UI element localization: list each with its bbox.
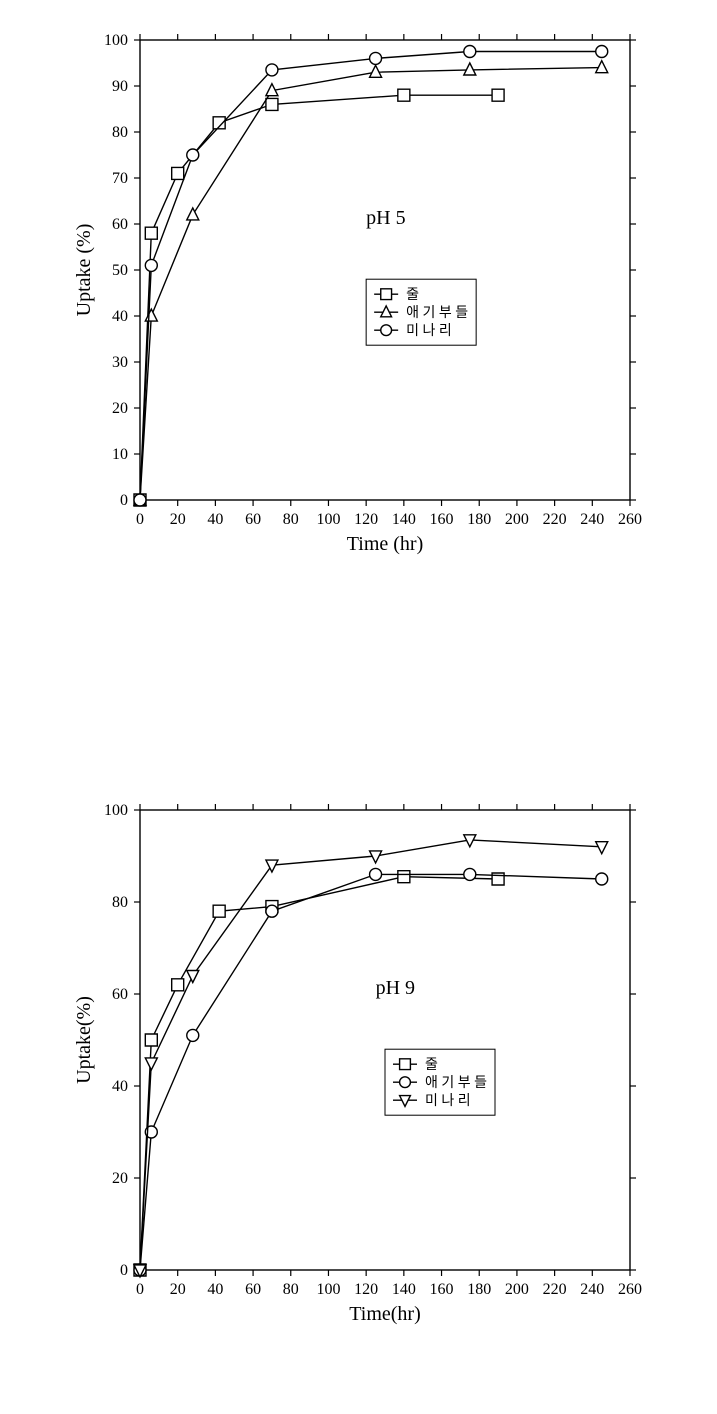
x-tick-label: 180 xyxy=(467,1281,491,1298)
x-tick-label: 100 xyxy=(316,511,340,528)
y-tick-label: 50 xyxy=(112,262,128,279)
x-tick-label: 140 xyxy=(392,511,416,528)
legend-label: 미 나 리 xyxy=(425,1093,471,1109)
x-tick-label: 240 xyxy=(580,511,604,528)
x-tick-label: 220 xyxy=(543,511,567,528)
y-tick-label: 70 xyxy=(112,170,128,187)
x-tick-label: 220 xyxy=(543,1281,567,1298)
chart-title: pH 9 xyxy=(376,977,415,999)
x-tick-label: 40 xyxy=(207,1281,223,1298)
x-tick-label: 200 xyxy=(505,511,529,528)
y-tick-label: 100 xyxy=(104,32,128,49)
x-tick-label: 260 xyxy=(618,511,642,528)
y-tick-label: 0 xyxy=(120,492,128,509)
legend-label: 미 나 리 xyxy=(406,323,452,339)
legend-label: 줄 xyxy=(406,288,419,303)
x-tick-label: 260 xyxy=(618,1281,642,1298)
x-tick-label: 240 xyxy=(580,1281,604,1298)
y-tick-label: 60 xyxy=(112,216,128,233)
y-tick-label: 0 xyxy=(120,1262,128,1279)
y-tick-label: 90 xyxy=(112,78,128,95)
x-tick-label: 100 xyxy=(316,1281,340,1298)
y-tick-label: 100 xyxy=(104,802,128,819)
y-tick-label: 20 xyxy=(112,1170,128,1187)
y-tick-label: 80 xyxy=(112,124,128,141)
page-root: 0204060801001201401601802002202402600102… xyxy=(0,0,717,1414)
x-tick-label: 20 xyxy=(170,1281,186,1298)
x-tick-label: 20 xyxy=(170,511,186,528)
y-tick-label: 10 xyxy=(112,446,128,463)
chart-title: pH 5 xyxy=(366,207,405,229)
x-tick-label: 0 xyxy=(136,1281,144,1298)
y-tick-label: 40 xyxy=(112,308,128,325)
y-axis-label: Uptake(%) xyxy=(73,996,95,1084)
chart-ph5: 0 20 40 60 80 100 120 140 160 180 200 220 240 260 0 10 2… xyxy=(60,20,660,580)
x-tick-label: 120 xyxy=(354,511,378,528)
x-tick-label: 140 xyxy=(392,1281,416,1298)
x-tick-label: 160 xyxy=(430,511,454,528)
x-tick-label: 60 xyxy=(245,511,261,528)
x-tick-label: 0 xyxy=(136,511,144,528)
x-tick-label: 60 xyxy=(245,1281,261,1298)
y-tick-label: 20 xyxy=(112,400,128,417)
x-axis-label: Time (hr) xyxy=(347,533,423,555)
x-tick-label: 40 xyxy=(207,511,223,528)
y-axis-label: Uptake (%) xyxy=(73,224,95,317)
chart-ph9: 0 20 40 60 80 100 120 140 160 180 200 220 240 260 0 20 4… xyxy=(60,790,660,1350)
x-tick-label: 80 xyxy=(283,1281,299,1298)
legend-label: 애 기 부 들 xyxy=(425,1075,487,1091)
legend-label: 애 기 부 들 xyxy=(406,305,468,321)
x-tick-label: 200 xyxy=(505,1281,529,1298)
y-tick-label: 40 xyxy=(112,1078,128,1095)
x-tick-label: 80 xyxy=(283,511,299,528)
x-tick-label: 160 xyxy=(430,1281,454,1298)
x-tick-label: 120 xyxy=(354,1281,378,1298)
y-tick-label: 80 xyxy=(112,894,128,911)
y-tick-label: 30 xyxy=(112,354,128,371)
y-tick-label: 60 xyxy=(112,986,128,1003)
x-axis-label: Time(hr) xyxy=(349,1303,420,1325)
x-tick-label: 180 xyxy=(467,511,491,528)
legend-label: 줄 xyxy=(425,1058,438,1073)
